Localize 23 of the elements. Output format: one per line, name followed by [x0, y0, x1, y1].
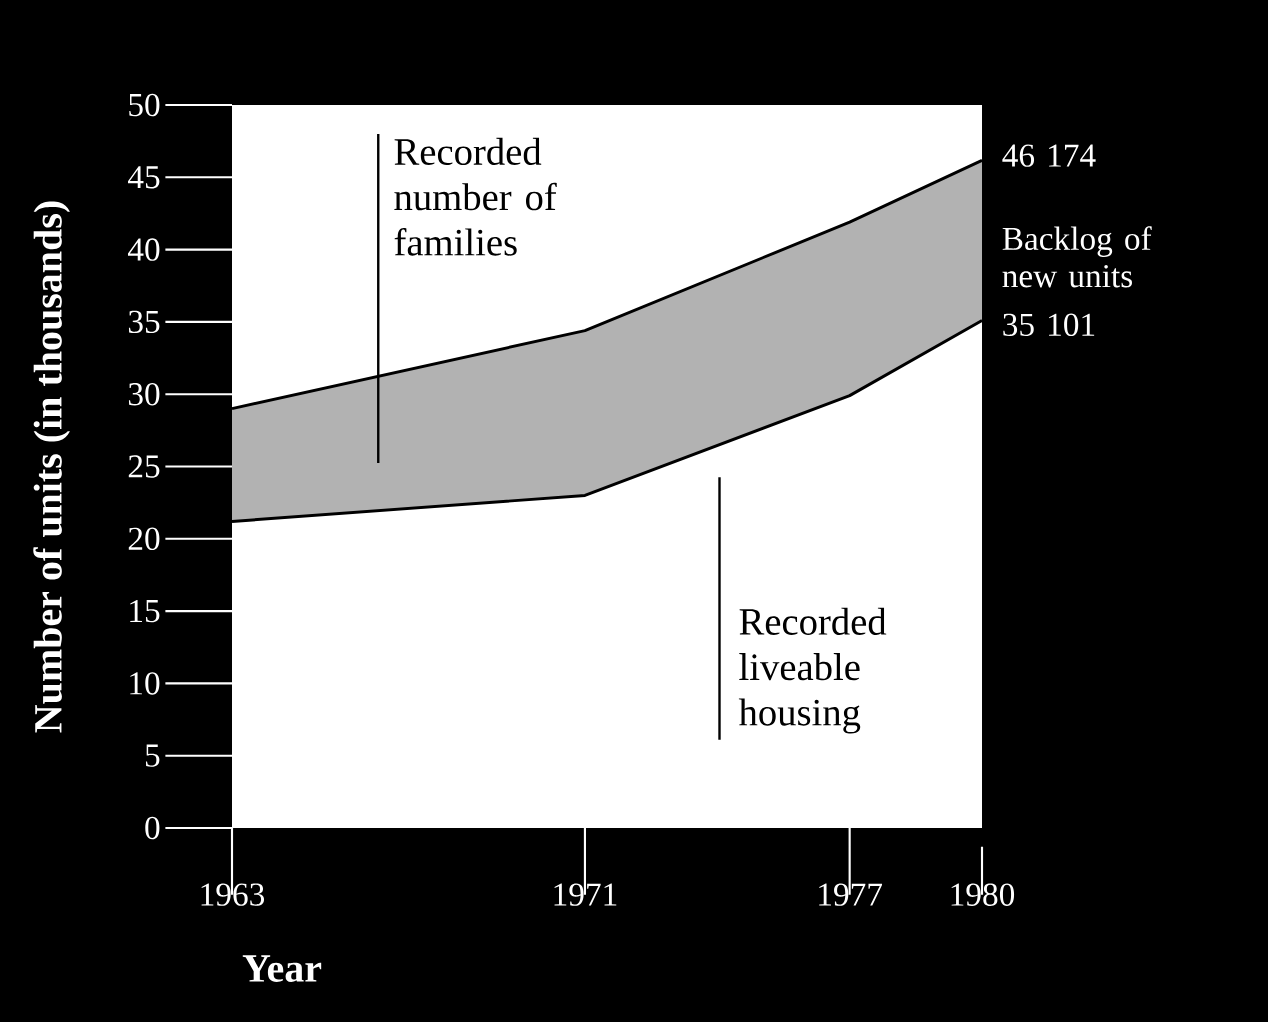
y-tick-label: 20 [128, 527, 160, 551]
x-tick-label: 1980 [951, 883, 1015, 906]
text: 46 174 [1002, 144, 1096, 167]
y-tick-label: 5 [145, 744, 160, 767]
y-tick-label: 30 [128, 382, 160, 406]
y-tick-label: 40 [127, 238, 160, 261]
text: Recorded liveable housing [738, 607, 887, 734]
text: Recorded number of families [394, 137, 557, 256]
text: 35 101 [1003, 313, 1095, 337]
x-tick-label: 1977 [819, 883, 883, 906]
y-tick-label: 50 [129, 93, 160, 117]
y-tick-label: 25 [128, 455, 160, 478]
y-tick-label: 45 [127, 166, 160, 189]
x-axis-title: Year [242, 955, 322, 982]
y-tick-label: 15 [130, 599, 160, 623]
y-tick-label: 0 [145, 816, 160, 840]
text: Backlog of new units [1002, 226, 1152, 288]
x-tick-label: 1971 [554, 883, 617, 906]
y-axis-title: Number of units (in thousands) [33, 201, 70, 733]
line-series [230, 318, 984, 523]
x-tick-label: 1963 [201, 883, 265, 906]
y-tick-label: 35 [128, 310, 160, 334]
y-tick-label: 10 [130, 672, 160, 695]
